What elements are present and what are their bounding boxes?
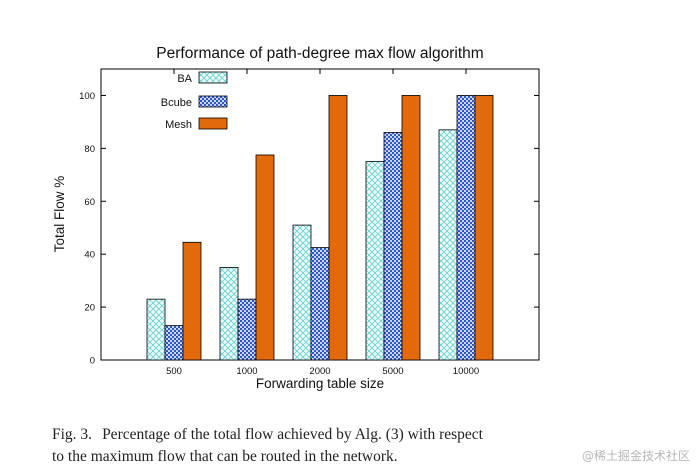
bar-ba-10000 <box>438 129 458 361</box>
x-tick-label: 5000 <box>382 366 403 377</box>
legend-swatch-ba <box>198 71 228 84</box>
bar-ba-500 <box>146 298 166 361</box>
x-axis-label: Forwarding table size <box>256 376 384 391</box>
legend-label-ba: BA <box>177 73 192 85</box>
caption-line-2: to the maximum flow that can be routed i… <box>52 448 398 465</box>
x-tick-label: 10000 <box>453 366 479 377</box>
bar-bcube-1000 <box>237 298 257 361</box>
caption-line-1: Fig. 3. Percentage of the total flow achi… <box>52 424 572 446</box>
caption-text-1: Percentage of the total flow achieved by… <box>102 426 483 443</box>
bar-mesh-5000 <box>401 95 421 361</box>
y-tick-label: 80 <box>84 144 95 155</box>
bar-mesh-2000 <box>328 95 348 361</box>
legend-swatch-bcube <box>198 95 228 108</box>
bar-mesh-1000 <box>255 154 275 361</box>
y-tick-label: 60 <box>84 197 95 208</box>
y-tick-label: 40 <box>84 250 95 261</box>
bar-mesh-500 <box>182 241 202 361</box>
figure-caption: Fig. 3. Percentage of the total flow achi… <box>52 424 572 468</box>
legend-swatch-mesh <box>198 117 228 130</box>
bars <box>146 95 494 361</box>
x-tick-label: 2000 <box>309 366 330 377</box>
bar-bcube-5000 <box>383 132 403 361</box>
legend-label-bcube: Bcube <box>161 97 192 109</box>
y-tick-label: 20 <box>84 303 95 314</box>
watermark: @稀土掘金技术社区 <box>581 449 690 463</box>
legend: BA Bcube Mesh <box>161 71 228 131</box>
bar-ba-1000 <box>219 267 239 361</box>
bar-mesh-10000 <box>474 95 494 361</box>
y-tick-label: 0 <box>90 356 95 367</box>
chart: Performance of path-degree max flow algo… <box>52 45 540 391</box>
chart-title: Performance of path-degree max flow algo… <box>156 45 483 62</box>
bar-ba-5000 <box>365 161 385 361</box>
legend-label-mesh: Mesh <box>165 119 192 131</box>
bar-bcube-10000 <box>456 95 476 361</box>
caption-label: Fig. 3. <box>52 426 93 443</box>
bar-ba-2000 <box>292 224 312 361</box>
bar-bcube-500 <box>164 325 184 361</box>
bar-bcube-2000 <box>310 247 330 361</box>
y-axis-label: Total Flow % <box>52 176 67 253</box>
x-tick-label: 500 <box>166 366 182 377</box>
y-axis: 0 20 40 60 80 100 <box>79 91 539 367</box>
x-tick-label: 1000 <box>236 366 257 377</box>
y-tick-label: 100 <box>79 91 95 102</box>
